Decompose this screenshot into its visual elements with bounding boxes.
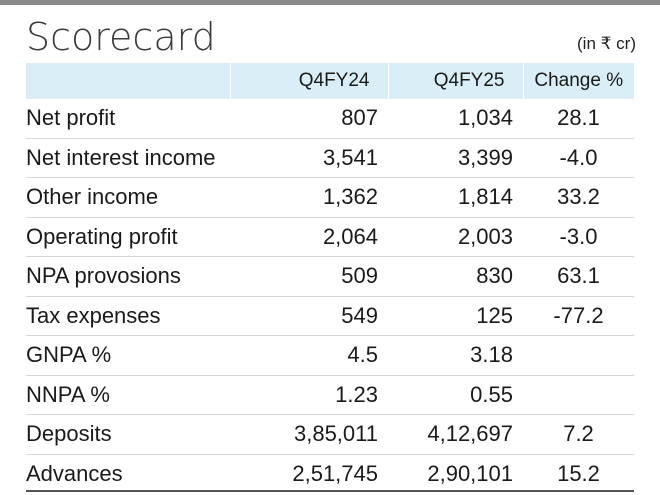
table-body: Net profit 807 1,034 28.1 Net interest incom… — [26, 99, 634, 493]
cell-q4fy25: 1,034 — [457, 105, 513, 131]
cell-change: 7.2 — [523, 414, 634, 454]
cell-change: -3.0 — [523, 216, 634, 257]
header-cell-q4fy24: Q4FY24 — [229, 63, 388, 99]
cell-q4fy24: 3,85,011 — [230, 414, 388, 454]
table-row: Net interest income 3,541 3,399 -4.0 — [26, 137, 634, 178]
cell-q4fy24: 2,064 — [230, 216, 388, 257]
cell-q4fy25: 3,399 — [388, 137, 523, 178]
table-row: Net profit 807 1,034 28.1 — [26, 99, 634, 138]
table-row: NPA provosions 509 830 63.1 — [26, 256, 634, 296]
cell-change — [523, 374, 634, 415]
cell-q4fy24: 509 — [230, 256, 388, 296]
cell-q4fy25: 0.55 — [388, 374, 523, 415]
cell-change: 63.1 — [523, 256, 634, 296]
cell-q4fy25: 125 — [388, 295, 523, 336]
cell-change — [523, 335, 634, 375]
row-label: Net profit — [26, 105, 116, 131]
cell-change: -77.2 — [523, 295, 634, 336]
row-label: Other income — [26, 177, 230, 217]
header-cell-q4fy25: Q4FY25 — [387, 63, 523, 99]
cell-q4fy25: 830 — [388, 256, 523, 296]
cell-q4fy24: 2,51,745 — [230, 453, 388, 493]
table-row: Tax expenses 549 125 -77.2 — [26, 295, 634, 336]
cell-q4fy25: 2,003 — [388, 216, 523, 257]
top-rule — [0, 0, 660, 5]
table-row: NNPA % 1.23 0.55 — [26, 374, 634, 415]
table-row: Deposits 3,85,011 4,12,697 7.2 — [26, 414, 634, 454]
row-label: GNPA % — [26, 335, 230, 375]
cell-q4fy25: 4,12,697 — [388, 414, 523, 454]
cell-change: 33.2 — [523, 177, 634, 217]
scorecard-table: Q4FY24 Q4FY25 Change % Net profit 807 1,03… — [26, 63, 634, 493]
cell-q4fy24: 1.23 — [230, 374, 388, 415]
cell-q4fy25: 1,814 — [388, 177, 523, 217]
table-header: Q4FY24 Q4FY25 Change % — [26, 63, 634, 99]
cell-q4fy24: 549 — [230, 295, 388, 336]
row-label: Net interest income — [26, 137, 230, 178]
cell-q4fy24: 807 — [341, 105, 378, 131]
row-label: Deposits — [26, 414, 230, 454]
page-title: Scorecard — [26, 15, 216, 59]
table-row: GNPA % 4.5 3.18 — [26, 335, 634, 375]
row-label: Tax expenses — [26, 295, 230, 336]
table-row: Operating profit 2,064 2,003 -3.0 — [26, 216, 634, 257]
unit-note: (in ₹ cr) — [577, 34, 636, 53]
cell-change: 15.2 — [523, 453, 634, 493]
table-row: Other income 1,362 1,814 33.2 — [26, 177, 634, 217]
cell-q4fy24: 4.5 — [230, 335, 388, 375]
row-label: Operating profit — [26, 216, 230, 257]
cell-q4fy25: 2,90,101 — [388, 453, 523, 493]
cell-change: 28.1 — [557, 105, 600, 131]
cell-q4fy24: 1,362 — [230, 177, 388, 217]
table-row: Advances 2,51,745 2,90,101 15.2 — [26, 453, 634, 493]
cell-q4fy24: 3,541 — [230, 137, 388, 178]
header-cell-label — [26, 63, 230, 99]
cell-change: -4.0 — [523, 137, 634, 178]
row-label: NPA provosions — [26, 256, 230, 296]
bottom-rule — [26, 490, 634, 492]
row-label: NNPA % — [26, 374, 230, 415]
header-cell-change: Change % — [522, 63, 634, 99]
cell-q4fy25: 3.18 — [388, 335, 523, 375]
row-label: Advances — [26, 453, 230, 493]
